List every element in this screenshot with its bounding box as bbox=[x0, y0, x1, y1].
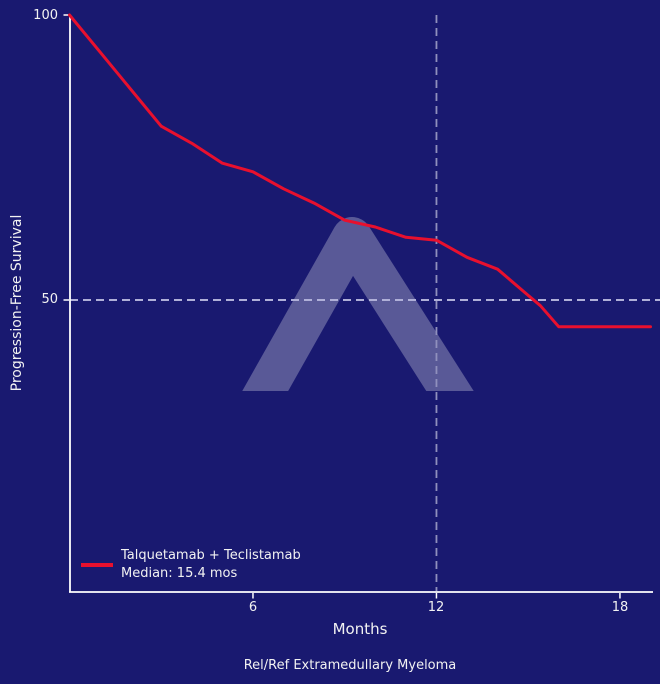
y-tick-label-100: 100 bbox=[33, 8, 58, 23]
y-axis-title: Progression-Free Survival bbox=[9, 214, 25, 392]
x-tick-label-12: 12 bbox=[427, 600, 445, 615]
x-axis-title: Months bbox=[332, 620, 388, 638]
x-tick-label-18: 18 bbox=[611, 600, 629, 615]
legend-median-label: Median: 15.4 mos bbox=[121, 566, 238, 581]
legend-line-swatch bbox=[81, 563, 113, 567]
legend-series-label: Talquetamab + Teclistamab bbox=[121, 548, 301, 563]
y-tick-label-50: 50 bbox=[41, 292, 58, 307]
chart-caption: Rel/Ref Extramedullary Myeloma bbox=[243, 658, 457, 673]
caret-watermark bbox=[242, 217, 474, 391]
legend: Talquetamab + Teclistamab Median: 15.4 m… bbox=[81, 547, 301, 583]
pfs-curve bbox=[68, 13, 652, 329]
legend-text-block: Talquetamab + Teclistamab Median: 15.4 m… bbox=[121, 547, 301, 583]
x-tick-label-6: 6 bbox=[248, 600, 258, 615]
